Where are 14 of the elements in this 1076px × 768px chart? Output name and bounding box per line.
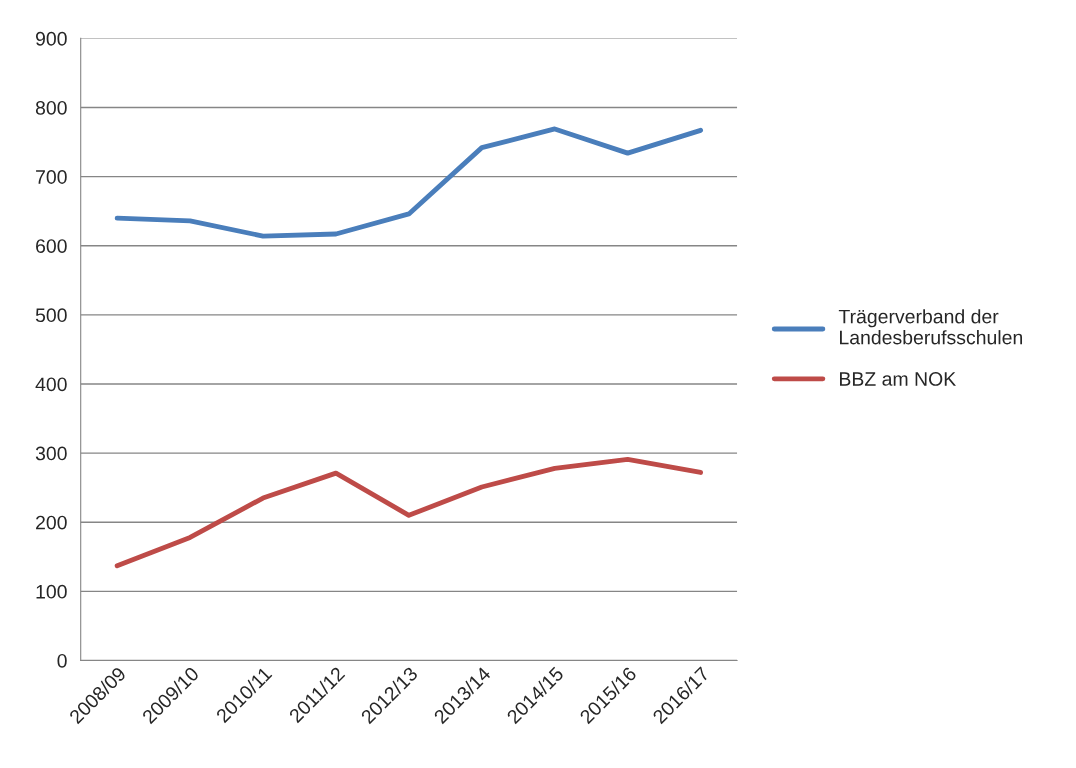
- legend-label: BBZ am NOK: [840, 372, 956, 386]
- y-tick-label: 600: [36, 239, 67, 253]
- y-tick-label: 500: [35, 308, 67, 323]
- y-tick-label: 200: [36, 515, 67, 530]
- line-series: [114, 456, 704, 569]
- y-tick-label: 700: [36, 170, 67, 184]
- y-tick-label: 100: [36, 584, 67, 599]
- y-tick-label: 0: [57, 653, 67, 668]
- legend-label: Trägerverband der Landesberufsschulen: [838, 309, 1023, 345]
- y-tick-label: 900: [35, 31, 67, 46]
- y-tick-label: 300: [35, 446, 67, 461]
- y-tick-label: 800: [35, 100, 67, 115]
- line-series: [114, 126, 704, 239]
- y-tick-label: 400: [35, 377, 67, 392]
